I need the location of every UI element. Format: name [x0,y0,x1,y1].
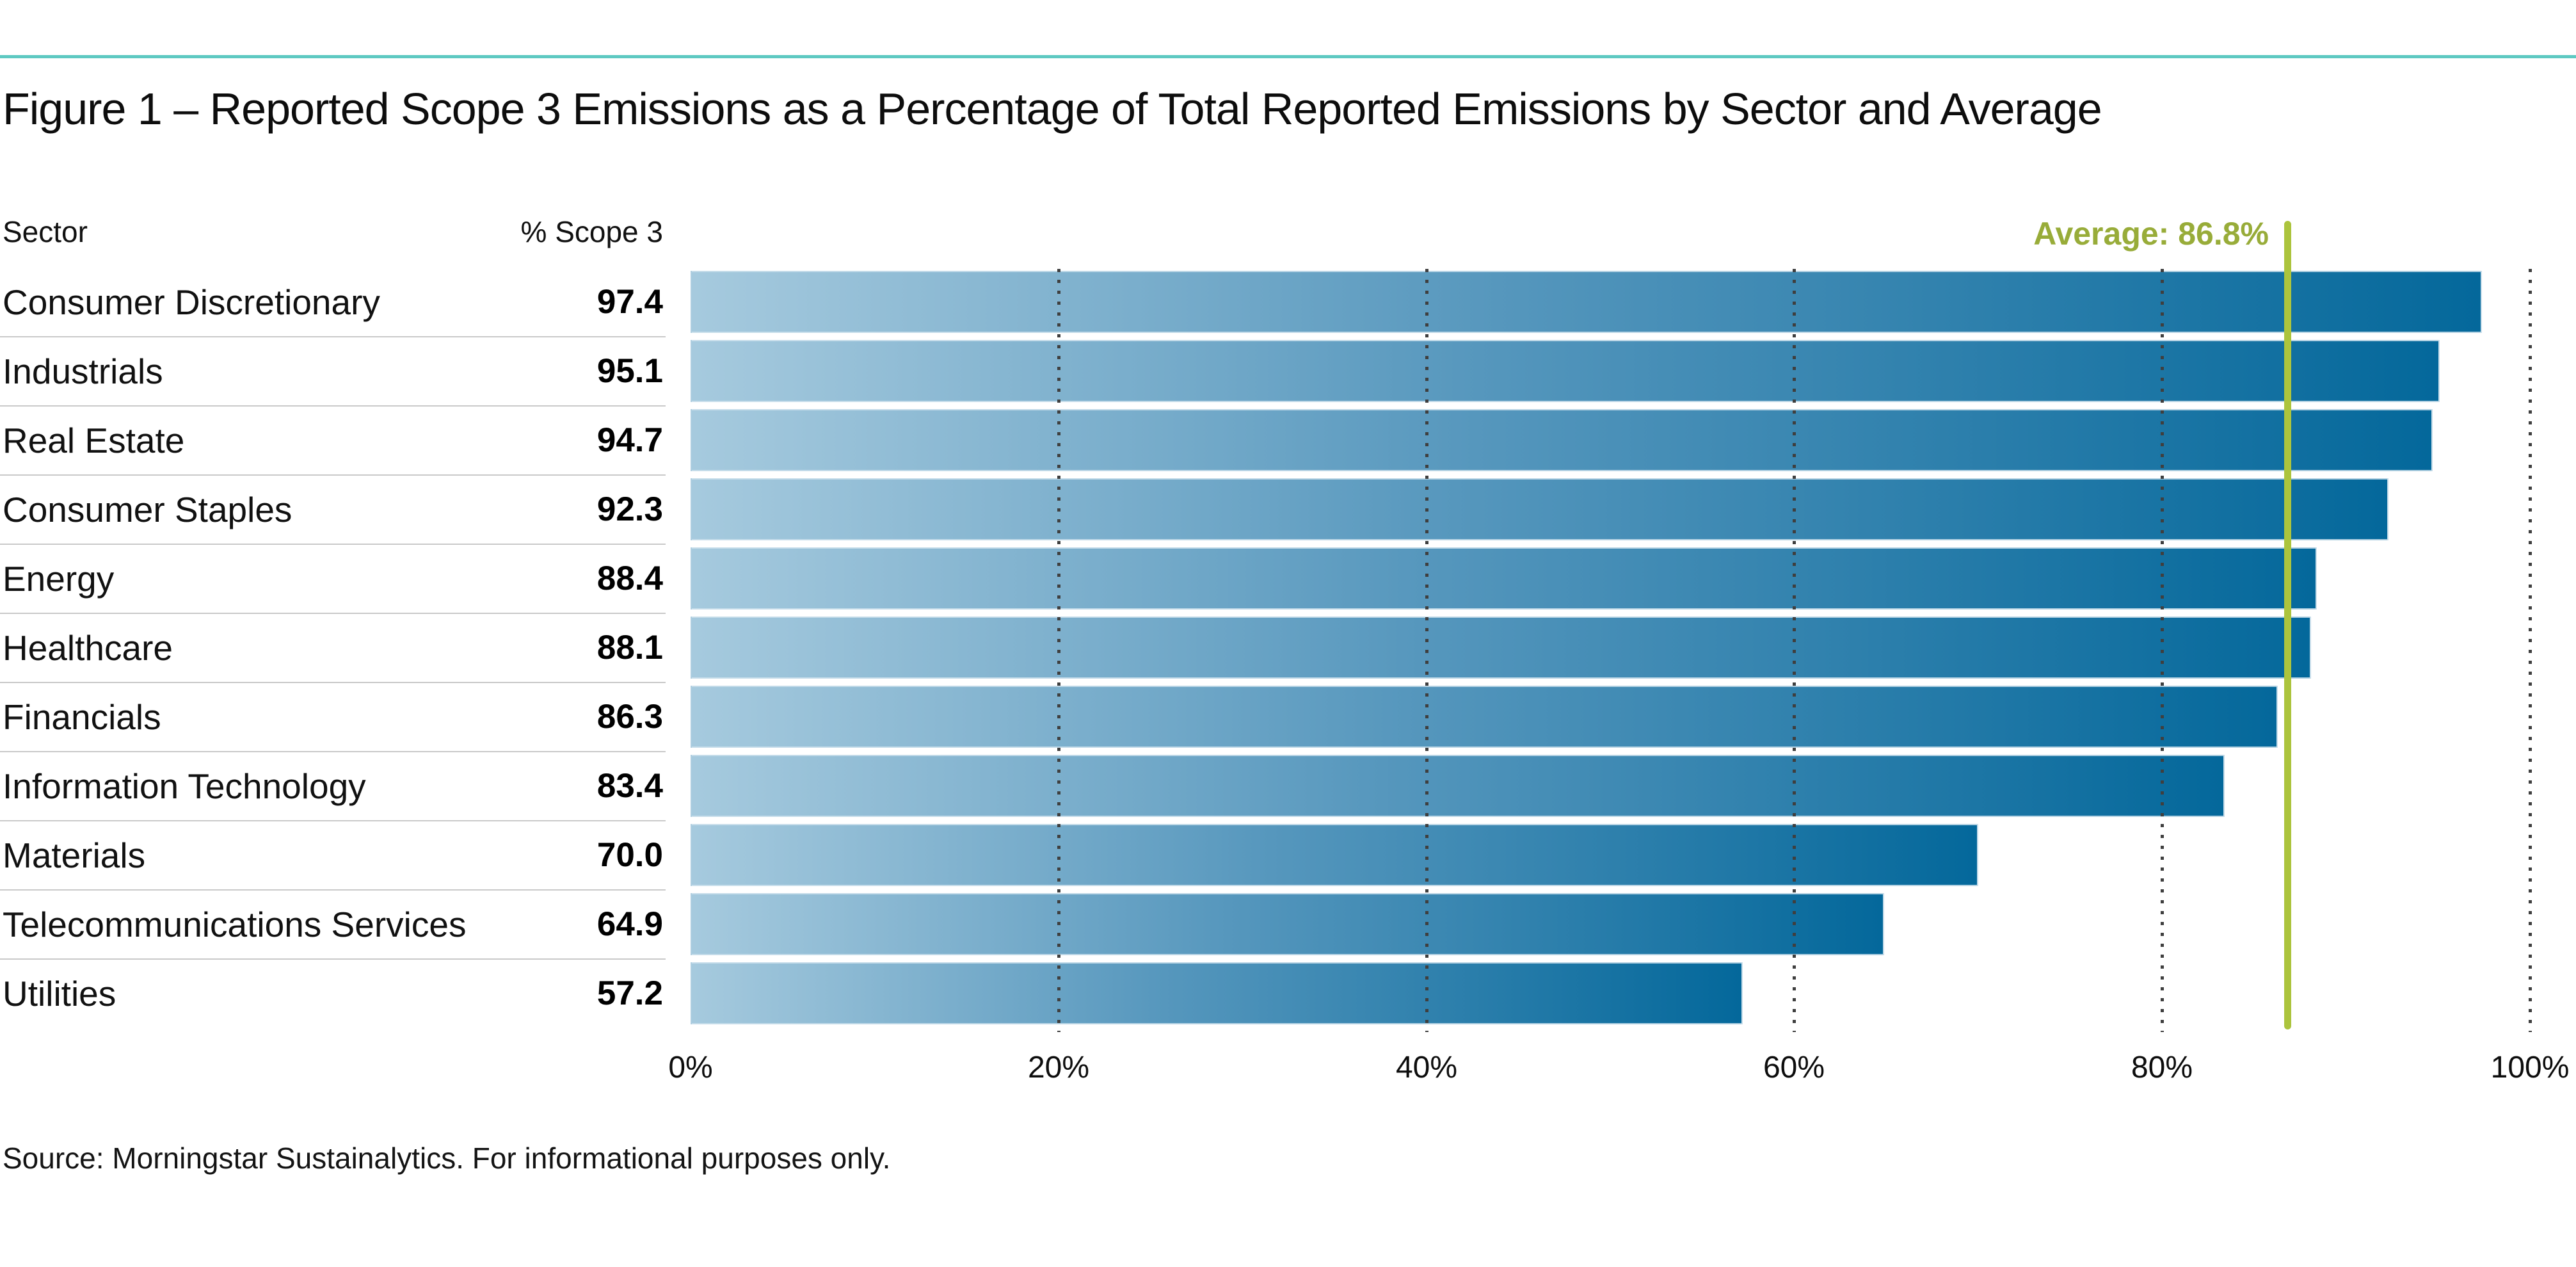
gridline-60% [1793,269,1796,1032]
bar-consumer-staples [691,478,2388,540]
row-separator [0,613,666,614]
sector-name: Real Estate [3,420,185,460]
scope3-value: 88.4 [596,560,663,597]
scope3-value: 86.3 [596,698,663,736]
table-row: Real Estate 94.7 [3,409,663,471]
row-separator [0,682,666,683]
scope3-value: 94.7 [596,421,663,459]
table-row: Consumer Discretionary 97.4 [3,271,663,333]
scope3-value: 70.0 [596,836,663,874]
scope3-value: 57.2 [596,974,663,1012]
bar-information-technology [691,755,2225,817]
row-separator [0,405,666,407]
bar-real-estate [691,409,2433,471]
row-separator [0,958,666,960]
x-tick-label-0%: 0% [668,1051,713,1085]
bar-healthcare [691,617,2311,679]
x-tick-label-60%: 60% [1763,1051,1825,1085]
source-note: Source: Morningstar Sustainalytics. For … [3,1142,891,1175]
bar-utilities [691,962,1743,1024]
table-row: Energy 88.4 [3,547,663,609]
scope3-value: 83.4 [596,767,663,805]
table-row: Consumer Staples 92.3 [3,478,663,540]
table-row: Financials 86.3 [3,686,663,748]
table-row: Materials 70.0 [3,824,663,886]
row-separator [0,336,666,337]
bar-telecommunications-services [691,893,1884,955]
figure-title: Figure 1 – Reported Scope 3 Emissions as… [3,84,2102,134]
x-tick-label-20%: 20% [1027,1051,1090,1085]
average-marker-line [2284,221,2291,1029]
row-separator [0,751,666,752]
scope3-value: 92.3 [596,490,663,528]
sector-name: Financials [3,697,161,737]
sector-name: Utilities [3,973,116,1013]
gridline-100% [2529,269,2532,1032]
table-row: Healthcare 88.1 [3,617,663,679]
scope3-value: 88.1 [596,629,663,666]
gridline-20% [1057,269,1060,1032]
bar-materials [691,824,1978,886]
x-tick-label-80%: 80% [2131,1051,2193,1085]
sector-column-header: Sector [3,215,88,248]
scope3-value: 64.9 [596,905,663,943]
sector-name: Information Technology [3,766,366,806]
table-header: Sector % Scope 3 [3,214,663,250]
sector-name: Telecommunications Services [3,904,467,944]
sector-name: Consumer Staples [3,489,292,529]
table-row: Industrials 95.1 [3,340,663,402]
bar-energy [691,547,2317,609]
sector-name: Industrials [3,351,163,391]
scope3-value: 95.1 [596,352,663,390]
bar-industrials [691,340,2440,402]
row-separator [0,544,666,545]
table-row: Information Technology 83.4 [3,755,663,817]
row-separator [0,820,666,821]
gridline-40% [1425,269,1428,1032]
average-value-label: Average: 86.8% [2033,216,2269,252]
row-separator [0,889,666,891]
sector-name: Consumer Discretionary [3,282,380,322]
table-row: Utilities 57.2 [3,962,663,1024]
row-separator [0,474,666,476]
scope3-column-header: % Scope 3 [520,215,663,248]
bar-consumer-discretionary [691,271,2482,333]
sector-name: Healthcare [3,627,173,668]
bar-financials [691,686,2278,748]
scope3-value: 97.4 [596,283,663,321]
gridline-80% [2161,269,2164,1032]
x-tick-label-100%: 100% [2490,1051,2570,1085]
top-accent-rule [0,55,2576,58]
table-row: Telecommunications Services 64.9 [3,893,663,955]
x-tick-label-40%: 40% [1395,1051,1458,1085]
sector-name: Energy [3,558,115,599]
sector-name: Materials [3,835,146,875]
